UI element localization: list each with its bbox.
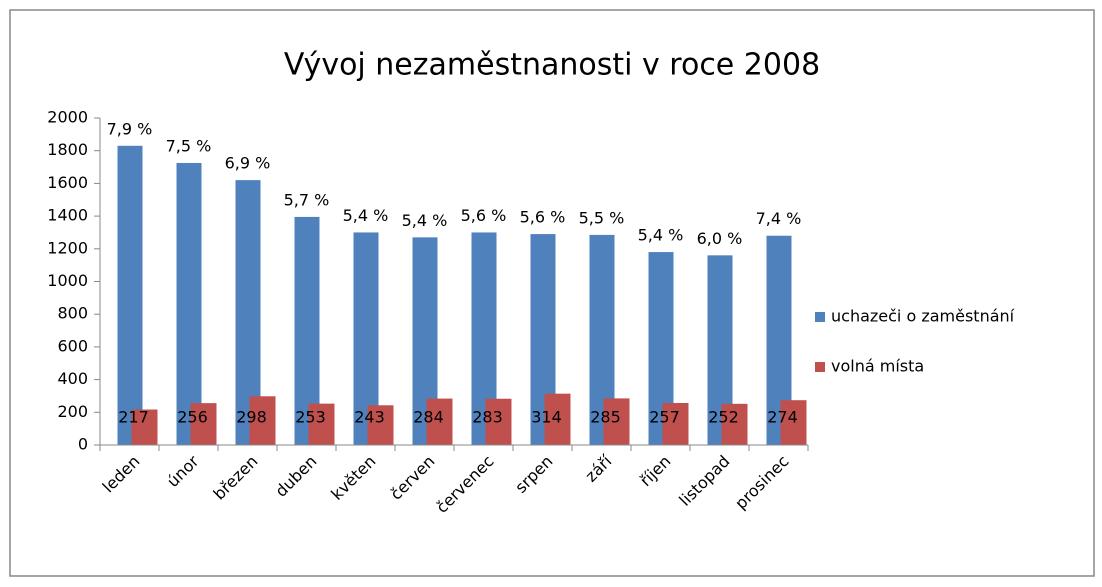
y-tick-label: 800 xyxy=(57,304,88,323)
rate-label: 7,4 % xyxy=(756,209,802,228)
rate-label: 5,4 % xyxy=(402,211,448,230)
bar xyxy=(780,400,807,445)
bar xyxy=(544,393,571,445)
rate-label: 5,5 % xyxy=(579,208,625,227)
rate-label: 5,6 % xyxy=(520,208,566,227)
rate-label: 6,0 % xyxy=(697,229,743,248)
y-tick-label: 200 xyxy=(57,402,88,421)
legend-swatch xyxy=(815,312,825,322)
y-tick-label: 1000 xyxy=(47,271,88,290)
y-tick-label: 1800 xyxy=(47,140,88,159)
rate-label: 5,7 % xyxy=(284,190,330,209)
y-tick-label: 1400 xyxy=(47,206,88,225)
data-label: 284 xyxy=(413,408,444,427)
y-tick-label: 1600 xyxy=(47,173,88,192)
rate-label: 5,4 % xyxy=(638,226,684,245)
rate-label: 6,9 % xyxy=(225,154,271,173)
chart-title: Vývoj nezaměstnanosti v roce 2008 xyxy=(284,48,820,83)
data-label: 283 xyxy=(472,408,503,427)
bar xyxy=(308,403,335,445)
y-tick-label: 0 xyxy=(78,435,88,454)
legend-label: volná místa xyxy=(831,357,924,376)
data-label: 274 xyxy=(767,408,798,427)
data-label: 256 xyxy=(177,408,208,427)
data-label: 314 xyxy=(531,408,562,427)
bar xyxy=(662,402,689,445)
data-label: 257 xyxy=(649,408,680,427)
bar xyxy=(367,405,394,445)
bar xyxy=(176,162,202,445)
bar xyxy=(603,398,630,445)
rate-label: 5,6 % xyxy=(461,206,507,225)
bar xyxy=(131,409,158,445)
data-label: 217 xyxy=(118,408,149,427)
bar xyxy=(249,396,276,445)
y-tick-label: 1200 xyxy=(47,238,88,257)
rate-label: 5,4 % xyxy=(343,206,389,225)
data-label: 285 xyxy=(590,408,621,427)
y-tick-label: 600 xyxy=(57,336,88,355)
data-label: 252 xyxy=(708,408,739,427)
bar xyxy=(117,145,143,446)
legend-swatch xyxy=(815,362,825,372)
data-label: 253 xyxy=(295,408,326,427)
rate-label: 7,5 % xyxy=(166,136,212,155)
data-label: 243 xyxy=(354,408,385,427)
legend-label: uchazeči o zaměstnání xyxy=(831,307,1015,326)
rate-label: 7,9 % xyxy=(107,119,153,138)
bar xyxy=(426,398,453,445)
bar xyxy=(190,403,217,445)
bar xyxy=(721,403,748,445)
bar xyxy=(485,398,512,445)
data-label: 298 xyxy=(236,408,267,427)
y-tick-label: 400 xyxy=(57,369,88,388)
y-tick-label: 2000 xyxy=(47,108,88,127)
